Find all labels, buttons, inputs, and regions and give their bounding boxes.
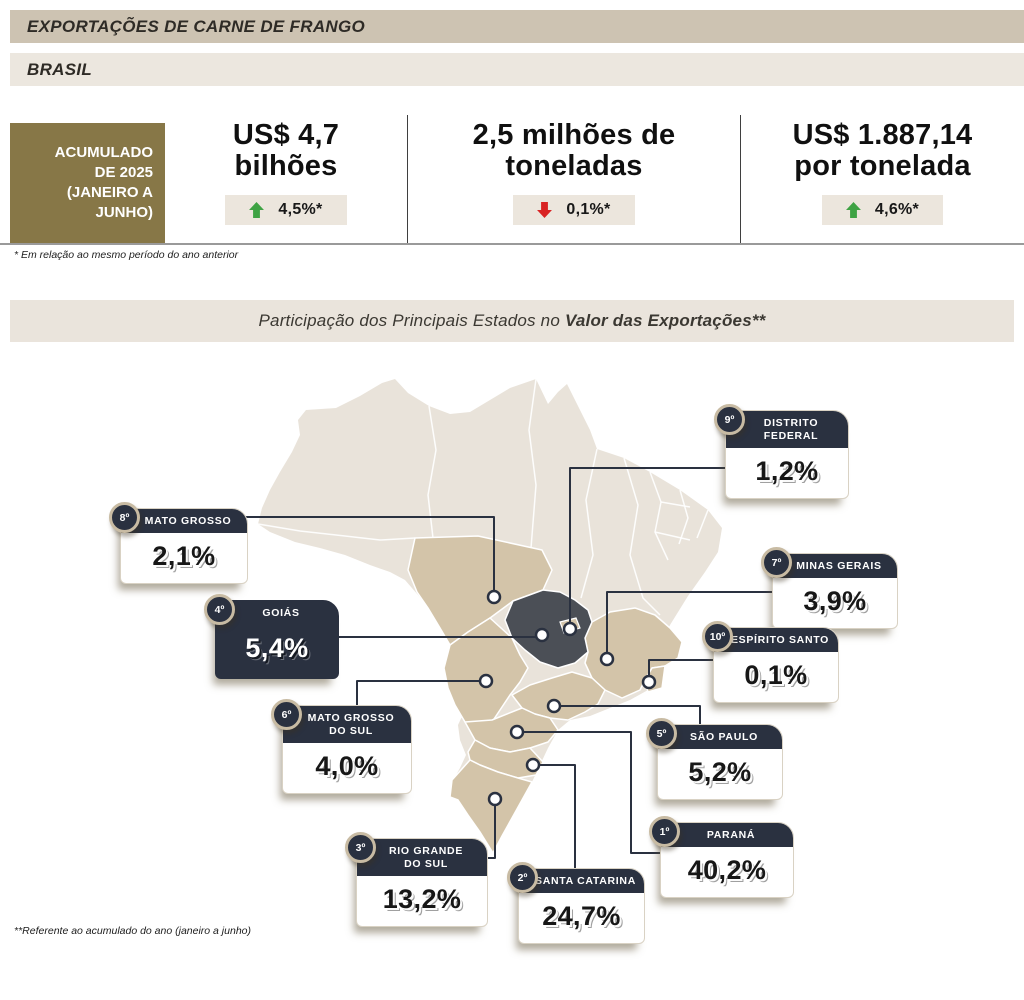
state-name: DISTRITO FEDERAL: [726, 411, 848, 449]
state-share-value: 0,1%: [744, 660, 808, 691]
state-card-goias: 4º GOIÁS 5,4%: [204, 594, 339, 680]
state-name: MATO GROSSO DO SUL: [283, 706, 411, 744]
state-share-value: 13,2%: [382, 884, 462, 915]
map-marker-espirito-santo: [641, 674, 657, 690]
state-shape-mato-grosso-do-sul: [443, 617, 529, 731]
state-shape-parana: [464, 707, 559, 753]
page-subtitle-bar: BRASIL: [10, 53, 1024, 86]
state-card-mato-grosso-do-sul: 6º MATO GROSSO DO SUL 4,0%: [271, 699, 412, 795]
rank-badge: 6º: [271, 699, 302, 730]
state-shape-mato-grosso: [407, 535, 553, 646]
change-badge: 0,1%*: [513, 195, 635, 226]
state-name: MINAS GERAIS: [773, 554, 897, 579]
stat-price-per-ton: US$ 1.887,14 por tonelada 4,6%*: [740, 115, 1024, 243]
rank-badge: 8º: [109, 502, 140, 533]
up-arrow-icon: [845, 202, 861, 219]
state-card-minas-gerais: 7º MINAS GERAIS 3,9%: [761, 547, 898, 630]
state-shape-santa-catarina: [467, 739, 544, 779]
stat-value-line1: US$ 4,7: [232, 119, 340, 151]
state-share-value: 2,1%: [152, 541, 216, 572]
stat-export-value: US$ 4,7 bilhões 4,5%*: [0, 115, 407, 243]
rank-badge: 2º: [507, 862, 538, 893]
state-name: RIO GRANDE DO SUL: [357, 839, 487, 877]
title-regular: Participação dos Principais Estados no: [258, 311, 560, 330]
rank-badge: 1º: [649, 816, 680, 847]
state-card-espirito-santo: 10º ESPÍRITO SANTO 0,1%: [702, 621, 839, 704]
up-arrow-icon: [249, 202, 265, 219]
summary-footnote: * Em relação ao mesmo período do ano ant…: [14, 249, 239, 261]
change-value: 4,5%*: [278, 201, 323, 219]
state-shape-goias: [504, 589, 593, 669]
stat-value-line2: por tonelada: [794, 150, 971, 183]
rank-badge: 10º: [702, 621, 733, 652]
rank-badge: 9º: [714, 404, 745, 435]
map-section-title: Participação dos Principais Estados no V…: [10, 300, 1014, 342]
rank-badge: 5º: [646, 718, 677, 749]
change-value: 0,1%*: [566, 201, 611, 219]
page-subtitle: BRASIL: [27, 59, 93, 79]
map-marker-distrito-federal: [562, 621, 578, 637]
page-title-bar: EXPORTAÇÕES DE CARNE DE FRANGO: [10, 10, 1024, 43]
map-footnote: **Referente ao acumulado do ano (janeiro…: [14, 925, 251, 937]
state-share-value: 5,4%: [245, 633, 309, 664]
state-name: SANTA CATARINA: [519, 869, 644, 894]
page-title: EXPORTAÇÕES DE CARNE DE FRANGO: [27, 16, 366, 36]
map-marker-santa-catarina: [525, 757, 541, 773]
state-share-value: 3,9%: [803, 586, 867, 617]
state-share-value: 40,2%: [687, 855, 767, 886]
map-marker-rio-grande-do-sul: [487, 791, 503, 807]
divider-line: [0, 243, 1024, 245]
map-marker-goias: [534, 627, 550, 643]
state-card-rio-grande-do-sul: 3º RIO GRANDE DO SUL 13,2%: [345, 832, 488, 928]
change-badge: 4,6%*: [821, 195, 944, 226]
change-value: 4,6%*: [874, 201, 920, 219]
state-share-value: 1,2%: [755, 456, 819, 487]
state-share-value: 24,7%: [542, 901, 621, 932]
state-share-value: 5,2%: [688, 757, 752, 788]
map-marker-mato-grosso: [486, 589, 502, 605]
stat-value-line1: US$ 1.887,14: [792, 119, 973, 151]
change-badge: 4,5%*: [225, 195, 347, 226]
state-shape-sao-paulo: [511, 671, 606, 721]
state-shape-distrito-federal: [559, 617, 581, 634]
map-marker-minas-gerais: [599, 651, 615, 667]
state-shape-minas-gerais: [584, 607, 683, 699]
state-card-santa-catarina: 2º SANTA CATARINA 24,7%: [507, 862, 645, 945]
rank-badge: 4º: [204, 594, 235, 625]
period-label: ACUMULADO DE 2025 (JANEIRO A JUNHO): [10, 123, 165, 243]
stat-value-line2: toneladas: [505, 150, 643, 183]
down-arrow-icon: [537, 202, 553, 219]
state-name: SÃO PAULO: [658, 725, 782, 750]
state-name: PARANÁ: [661, 823, 793, 848]
rank-badge: 3º: [345, 832, 376, 863]
state-share-value: 4,0%: [315, 751, 379, 782]
stat-export-volume: 2,5 milhões de toneladas 0,1%*: [407, 115, 740, 243]
rank-badge: 7º: [761, 547, 792, 578]
state-card-sao-paulo: 5º SÃO PAULO 5,2%: [646, 718, 783, 801]
state-name: MATO GROSSO: [121, 509, 247, 534]
map-marker-parana: [509, 724, 525, 740]
state-name: ESPÍRITO SANTO: [714, 628, 838, 653]
title-bold: Valor das Exportações**: [564, 311, 766, 330]
stat-value-line2: bilhões: [234, 150, 338, 183]
summary-stats: ACUMULADO DE 2025 (JANEIRO A JUNHO) US$ …: [0, 115, 1024, 243]
state-shape-espirito-santo: [644, 665, 666, 693]
state-card-parana: 1º PARANÁ 40,2%: [649, 816, 794, 899]
state-card-mato-grosso: 8º MATO GROSSO 2,1%: [109, 502, 248, 585]
stat-value-line1: 2,5 milhões de: [472, 119, 676, 151]
north-state-borders: [257, 378, 709, 616]
state-card-distrito-federal: 9º DISTRITO FEDERAL 1,2%: [714, 404, 849, 500]
map-marker-sao-paulo: [546, 698, 562, 714]
map-marker-mato-grosso-do-sul: [478, 673, 494, 689]
